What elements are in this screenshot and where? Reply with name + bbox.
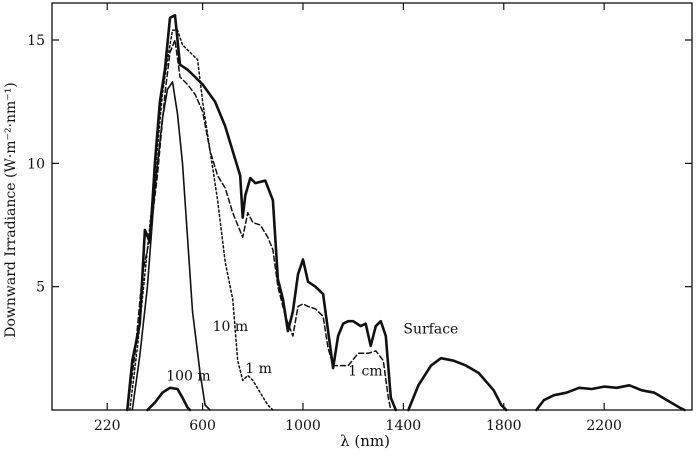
series-line-1-cm (126, 39, 392, 411)
series-line-1-m (129, 29, 274, 411)
curve-label: 1 cm (348, 363, 382, 379)
x-tick-label: 1400 (386, 418, 422, 434)
x-tick-label: 2200 (586, 418, 622, 434)
x-tick-label: 1000 (285, 418, 321, 434)
series-line-100-m (146, 386, 192, 412)
series-line-surface (126, 14, 398, 412)
curve-label: 1 m (245, 361, 272, 377)
series-line-surface (407, 356, 508, 412)
y-tick-label: 15 (27, 33, 45, 49)
y-axis-label: Downward Irradiance (W·m⁻²·nm⁻¹) (3, 82, 19, 338)
y-tick-label: 5 (36, 280, 45, 296)
series-line-surface (535, 384, 686, 412)
plot-area: 220 600 1000 1400 1800 2200 5 10 15 Surface 1 cm 1 … (27, 2, 693, 434)
curve-label: 100 m (166, 368, 210, 384)
x-tick-label: 600 (189, 418, 216, 434)
x-tick-label: 220 (94, 418, 121, 434)
x-tick-label: 1800 (486, 418, 522, 434)
curve-label: 10 m (213, 319, 249, 335)
series-line-10-m (131, 81, 211, 411)
x-axis-label: λ (nm) (340, 432, 390, 450)
curve-label: Surface (403, 322, 458, 338)
plot-frame (51, 2, 693, 411)
y-tick-label: 10 (27, 156, 45, 172)
